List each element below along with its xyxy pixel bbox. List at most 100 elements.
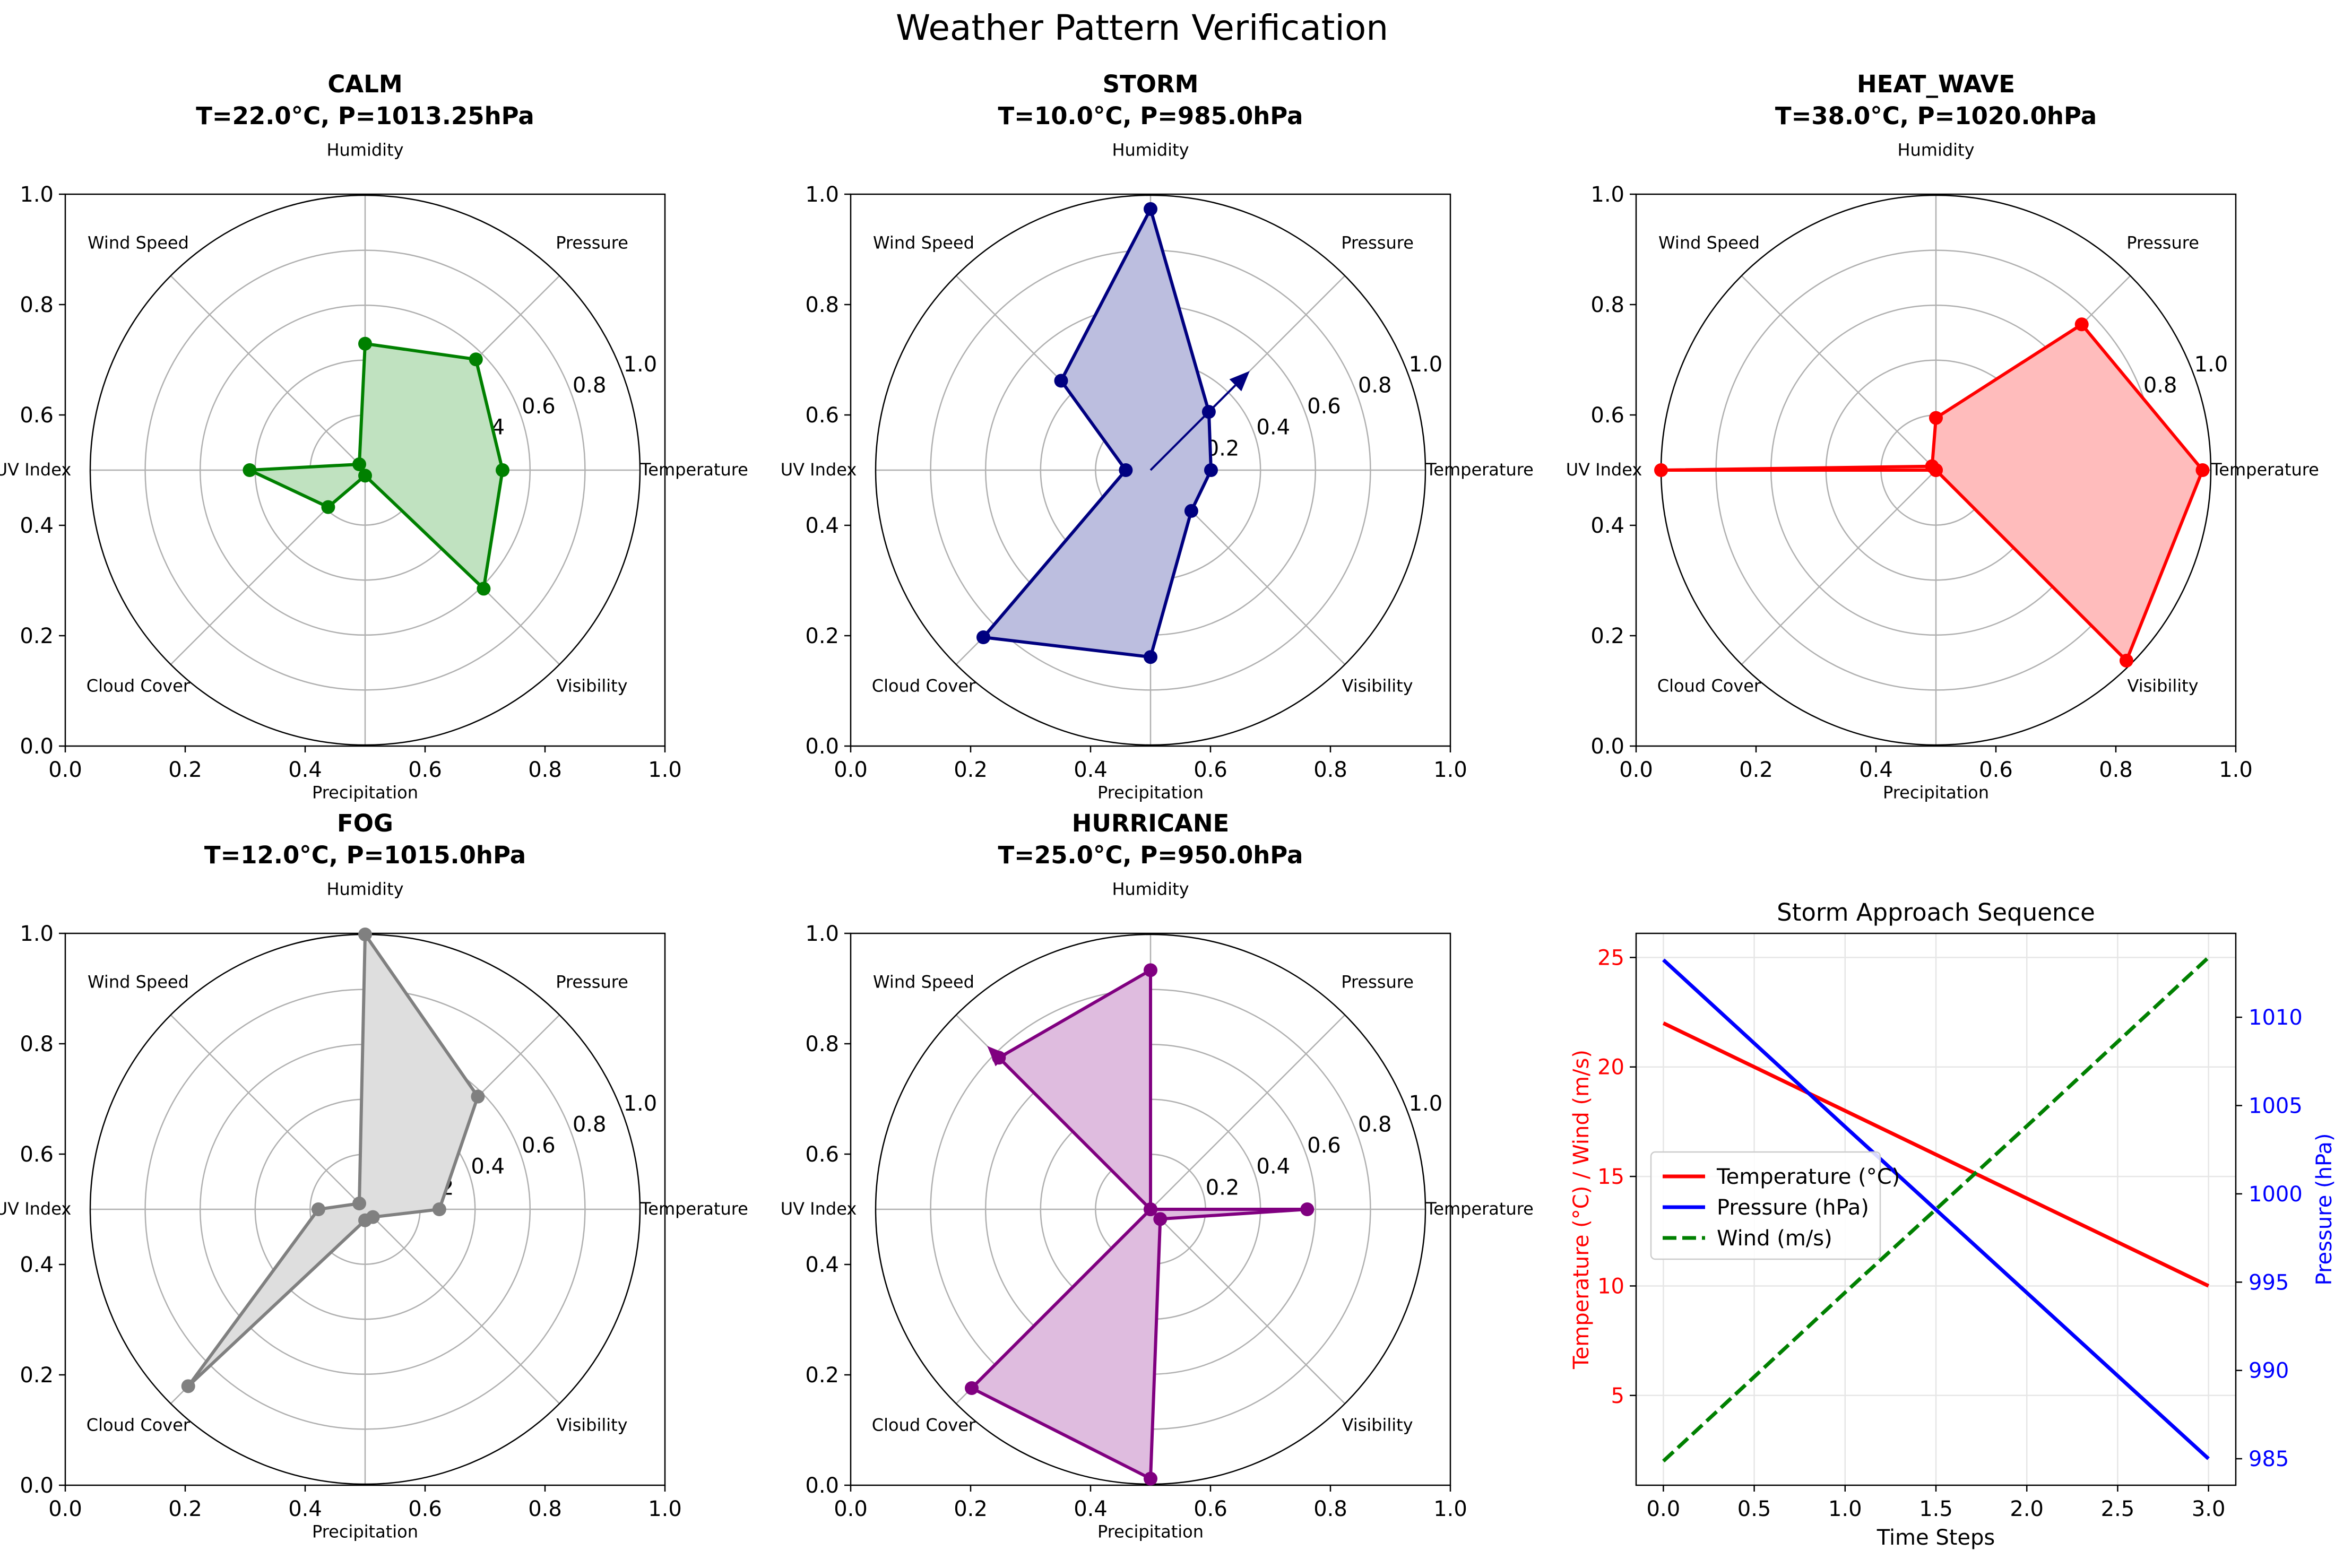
radar-data-point: [311, 1202, 325, 1216]
radar-data-point: [243, 463, 257, 477]
radar-data-point: [477, 582, 491, 596]
radar-data-point: [1929, 463, 1943, 477]
polar-outer-ring: [89, 194, 641, 746]
frame-y-tick-label: 0.6: [805, 403, 839, 428]
axis-variable-label: Temperature: [1425, 1199, 1534, 1219]
radial-tick-label: 0.6: [1307, 1133, 1341, 1158]
polar-grid-spoke: [365, 1209, 560, 1405]
frame-y-tick-label: 0.2: [805, 624, 839, 648]
axis-variable-label: Cloud Cover: [872, 676, 976, 696]
radar-data-point: [1119, 463, 1133, 477]
polar-grid-spoke: [1150, 1014, 1346, 1210]
radial-tick-label: 1.0: [2194, 352, 2228, 377]
radar-fill-area: [249, 343, 503, 589]
frame-y-tick-label: 0.6: [805, 1142, 839, 1167]
y-left-axis-label: Temperature (°C) / Wind (m/s): [1569, 1050, 1594, 1370]
frame-x-tick-label: 0.8: [528, 758, 562, 782]
frame-y-tick-label: 1.0: [20, 183, 54, 207]
radial-tick-label: 0.8: [1358, 373, 1392, 397]
frame-y-tick-label: 0.8: [20, 293, 54, 317]
panel-subtitle: T=12.0°C, P=1015.0hPa: [204, 841, 526, 869]
axis-variable-label: Temperature: [2211, 460, 2319, 480]
axis-variable-label: Visibility: [1342, 1415, 1413, 1435]
y-right-tick-label: 1010: [2249, 1006, 2303, 1030]
frame-x-tick-label: 1.0: [2219, 758, 2253, 782]
axis-variable-label: Wind Speed: [873, 972, 974, 992]
y-left-tick-label: 15: [1597, 1165, 1624, 1189]
figure-title: Weather Pattern Verification: [896, 7, 1388, 48]
axis-variable-label: Cloud Cover: [87, 1415, 191, 1435]
axis-variable-label: UV Index: [781, 1199, 857, 1219]
radar-panel-hurricane: HURRICANE T=25.0°C, P=950.0hPa 0.00.0 0.2 0.…: [781, 809, 1534, 1542]
panel-title: FOG: [337, 809, 393, 837]
frame-x-tick-label: 0.4: [288, 1497, 322, 1521]
frame-x-tick-label: 1.0: [648, 1497, 682, 1521]
radar-panel-storm: STORM T=10.0°C, P=985.0hPa 0.00.0 0.2 0.2 0.4…: [781, 70, 1534, 803]
frame-y-tick-label: 0.4: [20, 514, 54, 538]
frame-y-tick-label: 0.0: [20, 734, 54, 759]
wind-arrow-shaft: [1149, 384, 1236, 471]
frame-y-tick-label: 1.0: [1590, 183, 1624, 207]
wind-arrow-shaft: [1000, 1059, 1152, 1210]
radial-tick-label: 0.6: [522, 394, 556, 419]
frame-x-tick-label: 0.4: [1859, 758, 1893, 782]
frame-y-tick-label: 1.0: [805, 922, 839, 946]
axis-variable-label: Precipitation: [312, 1522, 418, 1542]
wind-arrow-head: [987, 1046, 1008, 1067]
axis-variable-label: Cloud Cover: [87, 676, 191, 696]
axis-variable-label: UV Index: [0, 1199, 71, 1219]
radial-tick-label: 0.8: [1358, 1112, 1392, 1137]
axis-variable-label: Temperature: [640, 1199, 748, 1219]
polar-grid-spoke: [170, 275, 366, 471]
radar-data-point: [358, 469, 372, 483]
x-tick-label: 3.0: [2192, 1497, 2226, 1521]
radar-panel-heat_wave: HEAT_WAVE T=38.0°C, P=1020.0hPa 0.00.0 0.2 0…: [1566, 70, 2319, 803]
radial-tick-label: 0.8: [573, 1112, 607, 1137]
radar-data-point: [2195, 463, 2210, 477]
radar-data-point: [1654, 463, 1668, 477]
x-tick-label: 2.0: [2010, 1497, 2044, 1521]
frame-x-tick-label: 0.2: [168, 758, 202, 782]
frame-x-tick-label: 0.0: [834, 758, 868, 782]
polar-grid-spoke: [1150, 1209, 1346, 1405]
axis-variable-label: Precipitation: [312, 783, 418, 803]
frame-y-tick-label: 0.0: [805, 734, 839, 759]
radial-tick-label: 0.4: [1256, 415, 1290, 440]
frame-y-tick-label: 0.6: [20, 1142, 54, 1167]
series-line: [1662, 958, 2210, 1460]
radar-data-point: [496, 463, 509, 477]
panel-subtitle: T=10.0°C, P=985.0hPa: [998, 102, 1303, 130]
frame-y-tick-label: 0.6: [20, 403, 54, 428]
axis-variable-label: Temperature: [1425, 460, 1534, 480]
axis-variable-label: UV Index: [1566, 460, 1642, 480]
axis-variable-label: UV Index: [781, 460, 857, 480]
radar-data-point: [1204, 463, 1218, 477]
panel-subtitle: T=22.0°C, P=1013.25hPa: [196, 102, 534, 130]
radar-panel-calm: CALM T=22.0°C, P=1013.25hPa 0.00.0 0.2 0.2 0.…: [0, 70, 748, 803]
frame-y-tick-label: 0.4: [805, 514, 839, 538]
radial-tick-label: 1.0: [1409, 352, 1443, 377]
frame-y-tick-label: 0.8: [1590, 293, 1624, 317]
panel-subtitle: T=25.0°C, P=950.0hPa: [998, 841, 1303, 869]
y-right-tick-label: 995: [2249, 1270, 2289, 1295]
frame-y-tick-label: 1.0: [20, 922, 54, 946]
radar-data-point: [976, 630, 990, 645]
frame-y-tick-label: 0.8: [805, 293, 839, 317]
radar-data-point: [181, 1379, 195, 1393]
axis-variable-label: Pressure: [556, 232, 628, 253]
radar-data-point: [1144, 202, 1157, 216]
y-left-tick-label: 10: [1597, 1274, 1624, 1298]
axis-variable-label: Pressure: [2126, 232, 2199, 253]
radar-fill-area: [972, 970, 1308, 1479]
radial-tick-label: 1.0: [1409, 1091, 1443, 1116]
radar-data-point: [1184, 504, 1198, 518]
y-right-axis-label: Pressure (hPa): [2312, 1133, 2337, 1286]
frame-x-tick-label: 1.0: [1433, 758, 1467, 782]
legend-label: Temperature (°C): [1716, 1165, 1900, 1189]
panel-title: HURRICANE: [1072, 809, 1230, 837]
polar-grid-spoke: [1741, 275, 1936, 471]
radial-tick-label: 0.6: [522, 1133, 556, 1158]
